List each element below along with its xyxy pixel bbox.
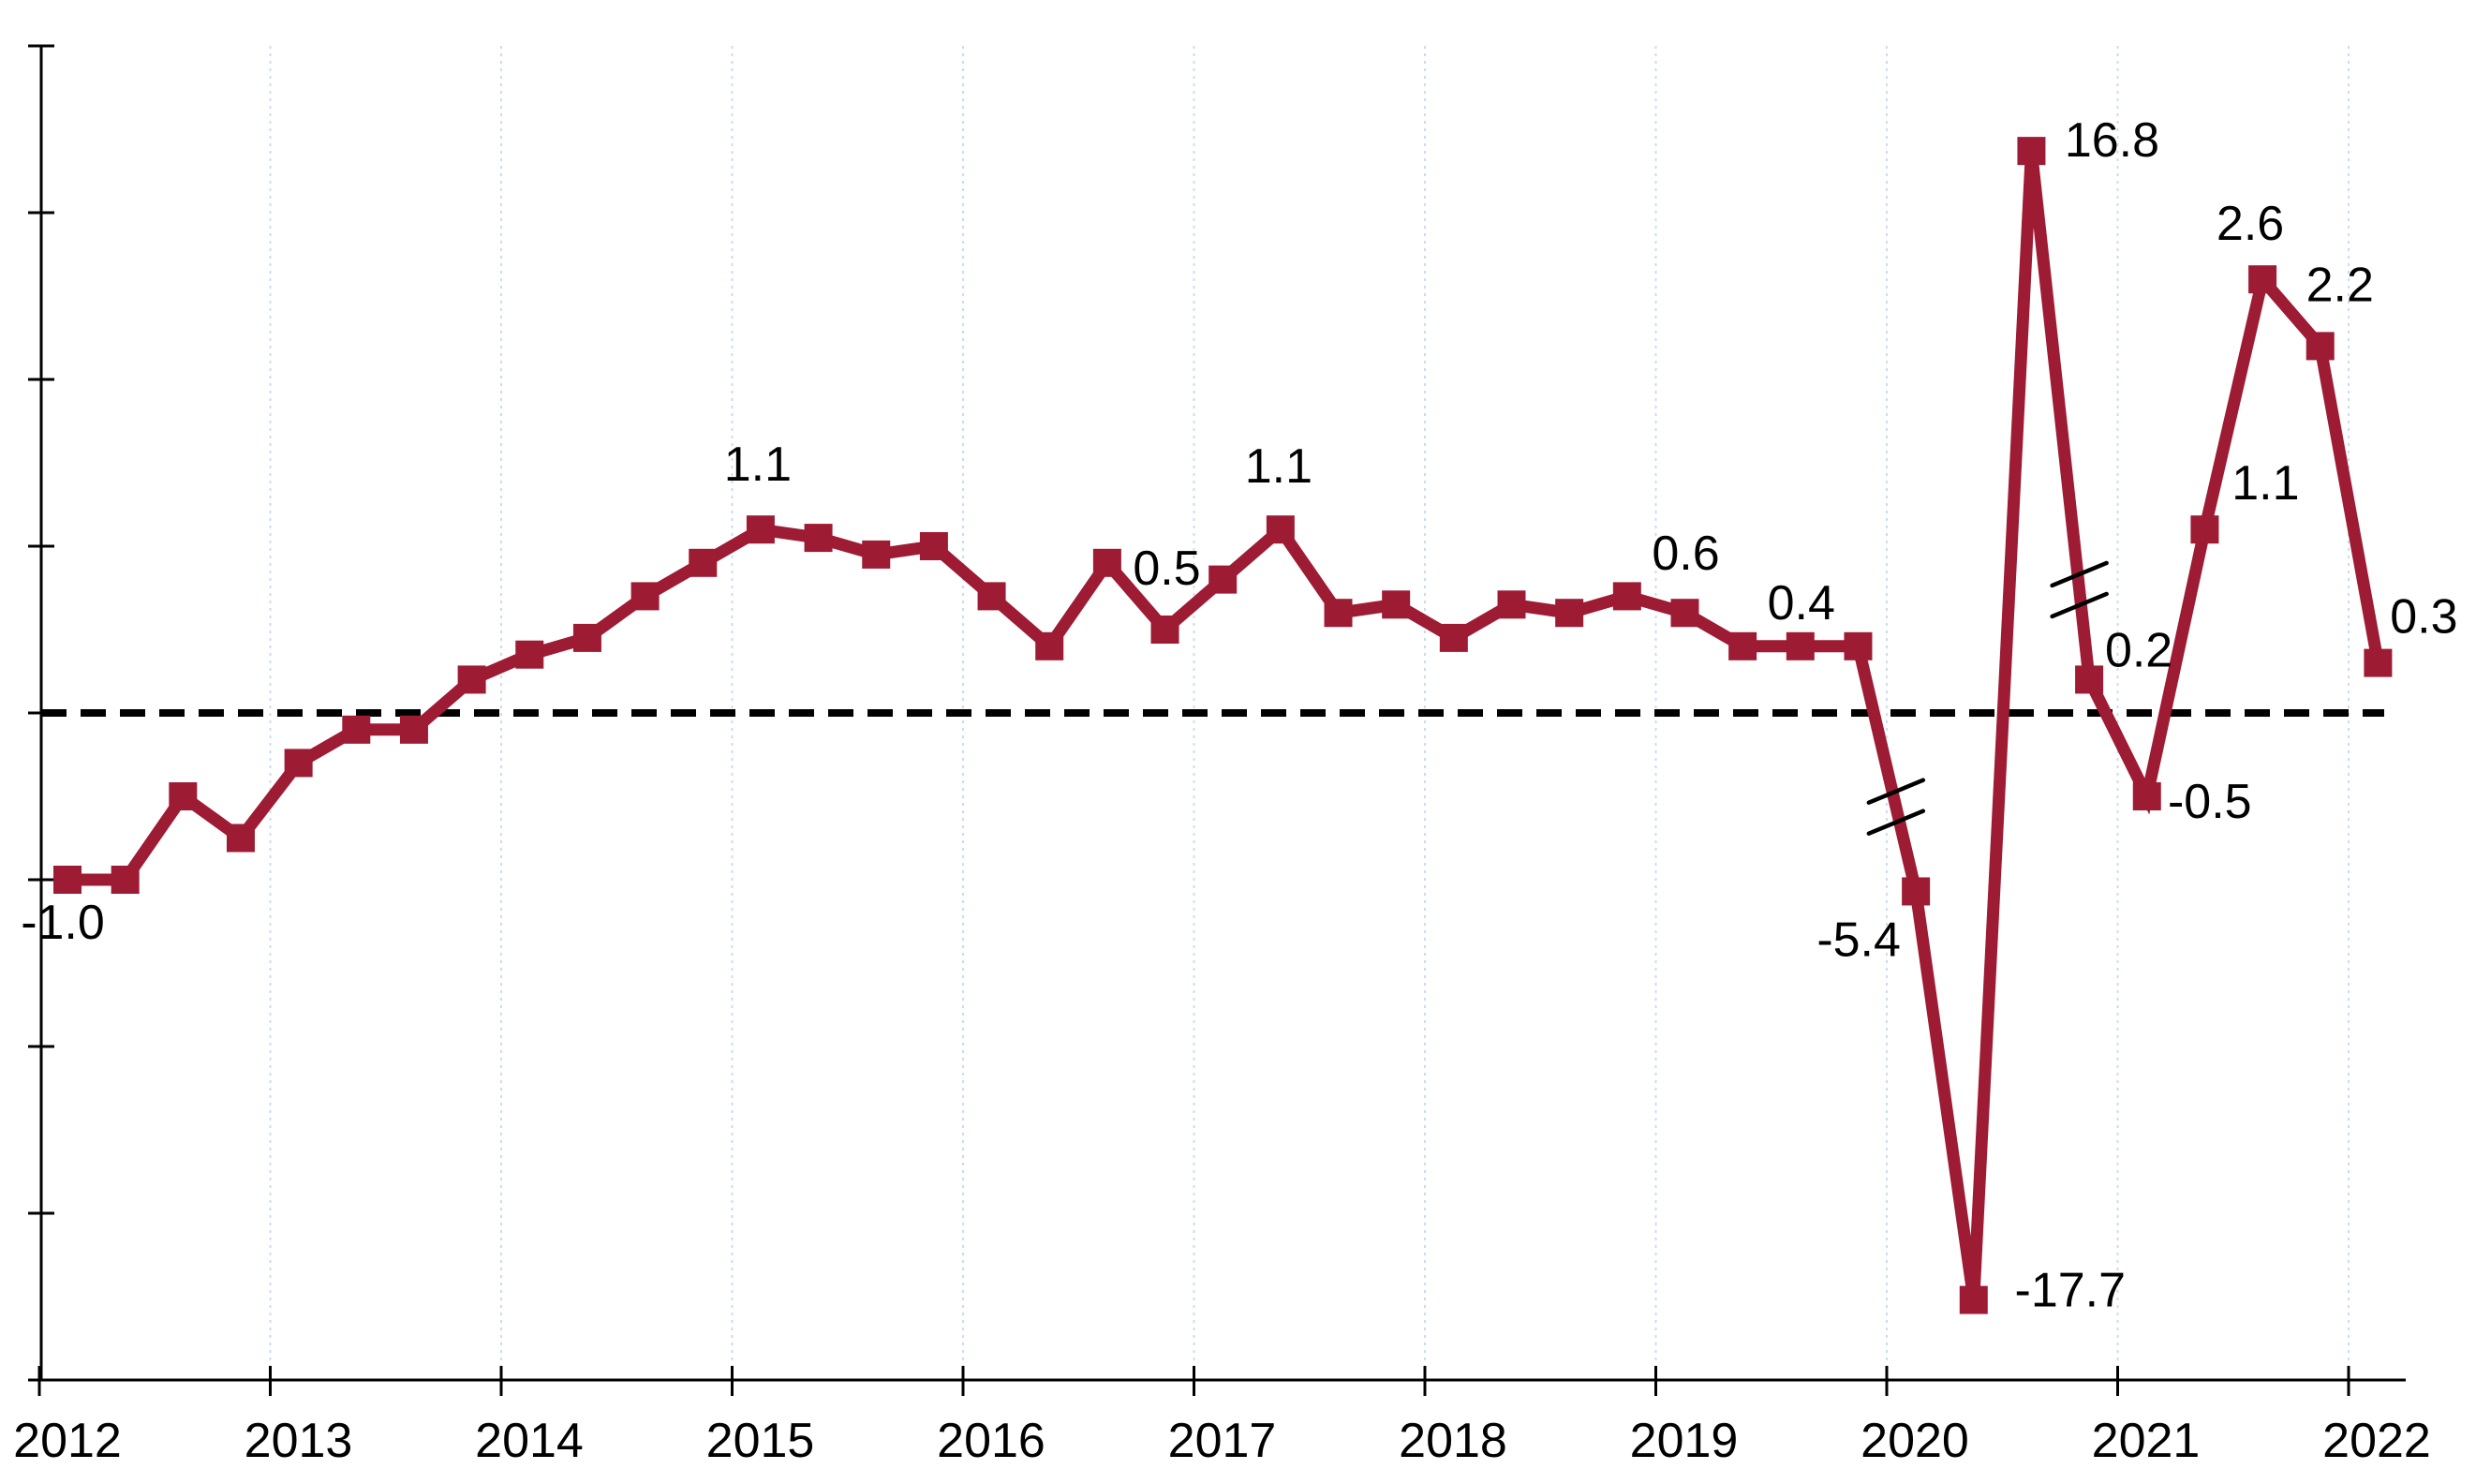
x-axis-year-label: 2016 <box>937 1414 1045 1468</box>
data-point-marker <box>1092 548 1121 577</box>
data-point-marker <box>1324 599 1353 628</box>
data-point-label: 0.2 <box>2105 623 2172 677</box>
x-axis-year-label: 2018 <box>1399 1414 1507 1468</box>
data-point-marker <box>342 715 371 744</box>
data-point-label: 1.1 <box>724 438 792 492</box>
data-point-label: 2.2 <box>2306 258 2374 312</box>
data-point-marker <box>1555 599 1584 628</box>
data-point-marker <box>2305 332 2335 361</box>
data-point-marker <box>53 866 82 894</box>
x-axis-year-label: 2022 <box>2322 1414 2431 1468</box>
x-axis-year-label: 2015 <box>706 1414 815 1468</box>
data-point-label: 0.4 <box>1768 576 1835 631</box>
axis-break-slash <box>1866 809 1926 836</box>
x-axis-year-label: 2021 <box>2092 1414 2201 1468</box>
data-point-label: 2.6 <box>2217 197 2284 251</box>
data-point-label: 0.5 <box>1133 542 1200 596</box>
data-point-marker <box>2075 665 2104 694</box>
x-axis-year-label: 2014 <box>475 1414 584 1468</box>
data-point-marker <box>1208 565 1238 594</box>
data-point-label: 0.6 <box>1652 527 1719 581</box>
data-point-marker <box>1439 623 1468 652</box>
data-point-marker <box>2017 137 2046 166</box>
data-point-marker <box>1035 631 1064 660</box>
x-axis-year-label: 2020 <box>1861 1414 1969 1468</box>
axis-break-slash <box>1866 778 1926 805</box>
data-point-marker <box>1844 631 1873 660</box>
data-point-marker <box>572 623 601 652</box>
data-point-marker <box>1497 590 1526 619</box>
data-point-marker <box>2248 265 2277 294</box>
data-point-marker <box>862 540 891 569</box>
data-point-marker <box>515 640 544 669</box>
data-point-marker <box>1150 616 1179 644</box>
data-point-label: 0.3 <box>2390 590 2457 645</box>
data-point-label: -5.4 <box>1816 913 1901 967</box>
axis-break-slash <box>2050 560 2109 588</box>
data-point-marker <box>2132 782 2161 810</box>
data-point-marker <box>1786 631 1815 660</box>
x-axis-year-label: 2012 <box>13 1414 122 1468</box>
data-point-label: 1.1 <box>1245 439 1312 494</box>
data-point-marker <box>977 582 1006 611</box>
data-point-marker <box>1902 877 1931 906</box>
data-point-label: 1.1 <box>2231 456 2299 511</box>
data-point-marker <box>2364 648 2393 677</box>
data-point-marker <box>1728 631 1757 660</box>
axis-break-slash <box>2050 591 2109 619</box>
data-point-label: 16.8 <box>2065 113 2159 168</box>
data-point-label: -1.0 <box>21 896 105 950</box>
data-point-marker <box>1670 599 1699 628</box>
data-point-marker <box>689 548 718 577</box>
data-point-label: -17.7 <box>2015 1264 2127 1318</box>
data-point-marker <box>1612 582 1641 611</box>
data-point-label: -0.5 <box>2168 775 2252 829</box>
data-point-marker <box>919 532 948 560</box>
data-point-marker <box>630 582 660 611</box>
data-point-marker <box>1382 590 1411 619</box>
data-point-marker <box>804 524 833 553</box>
data-point-marker <box>111 866 140 894</box>
x-axis-year-label: 2017 <box>1168 1414 1277 1468</box>
data-point-marker <box>2190 515 2219 544</box>
data-point-marker <box>284 749 313 778</box>
data-point-marker <box>1959 1285 1988 1314</box>
x-axis-year-label: 2019 <box>1630 1414 1739 1468</box>
data-point-marker <box>1266 515 1295 544</box>
data-point-marker <box>746 515 775 544</box>
data-point-marker <box>457 665 486 694</box>
x-axis-year-label: 2013 <box>245 1414 353 1468</box>
data-point-marker <box>169 782 198 810</box>
data-point-marker <box>226 824 255 853</box>
data-point-marker <box>399 715 428 744</box>
